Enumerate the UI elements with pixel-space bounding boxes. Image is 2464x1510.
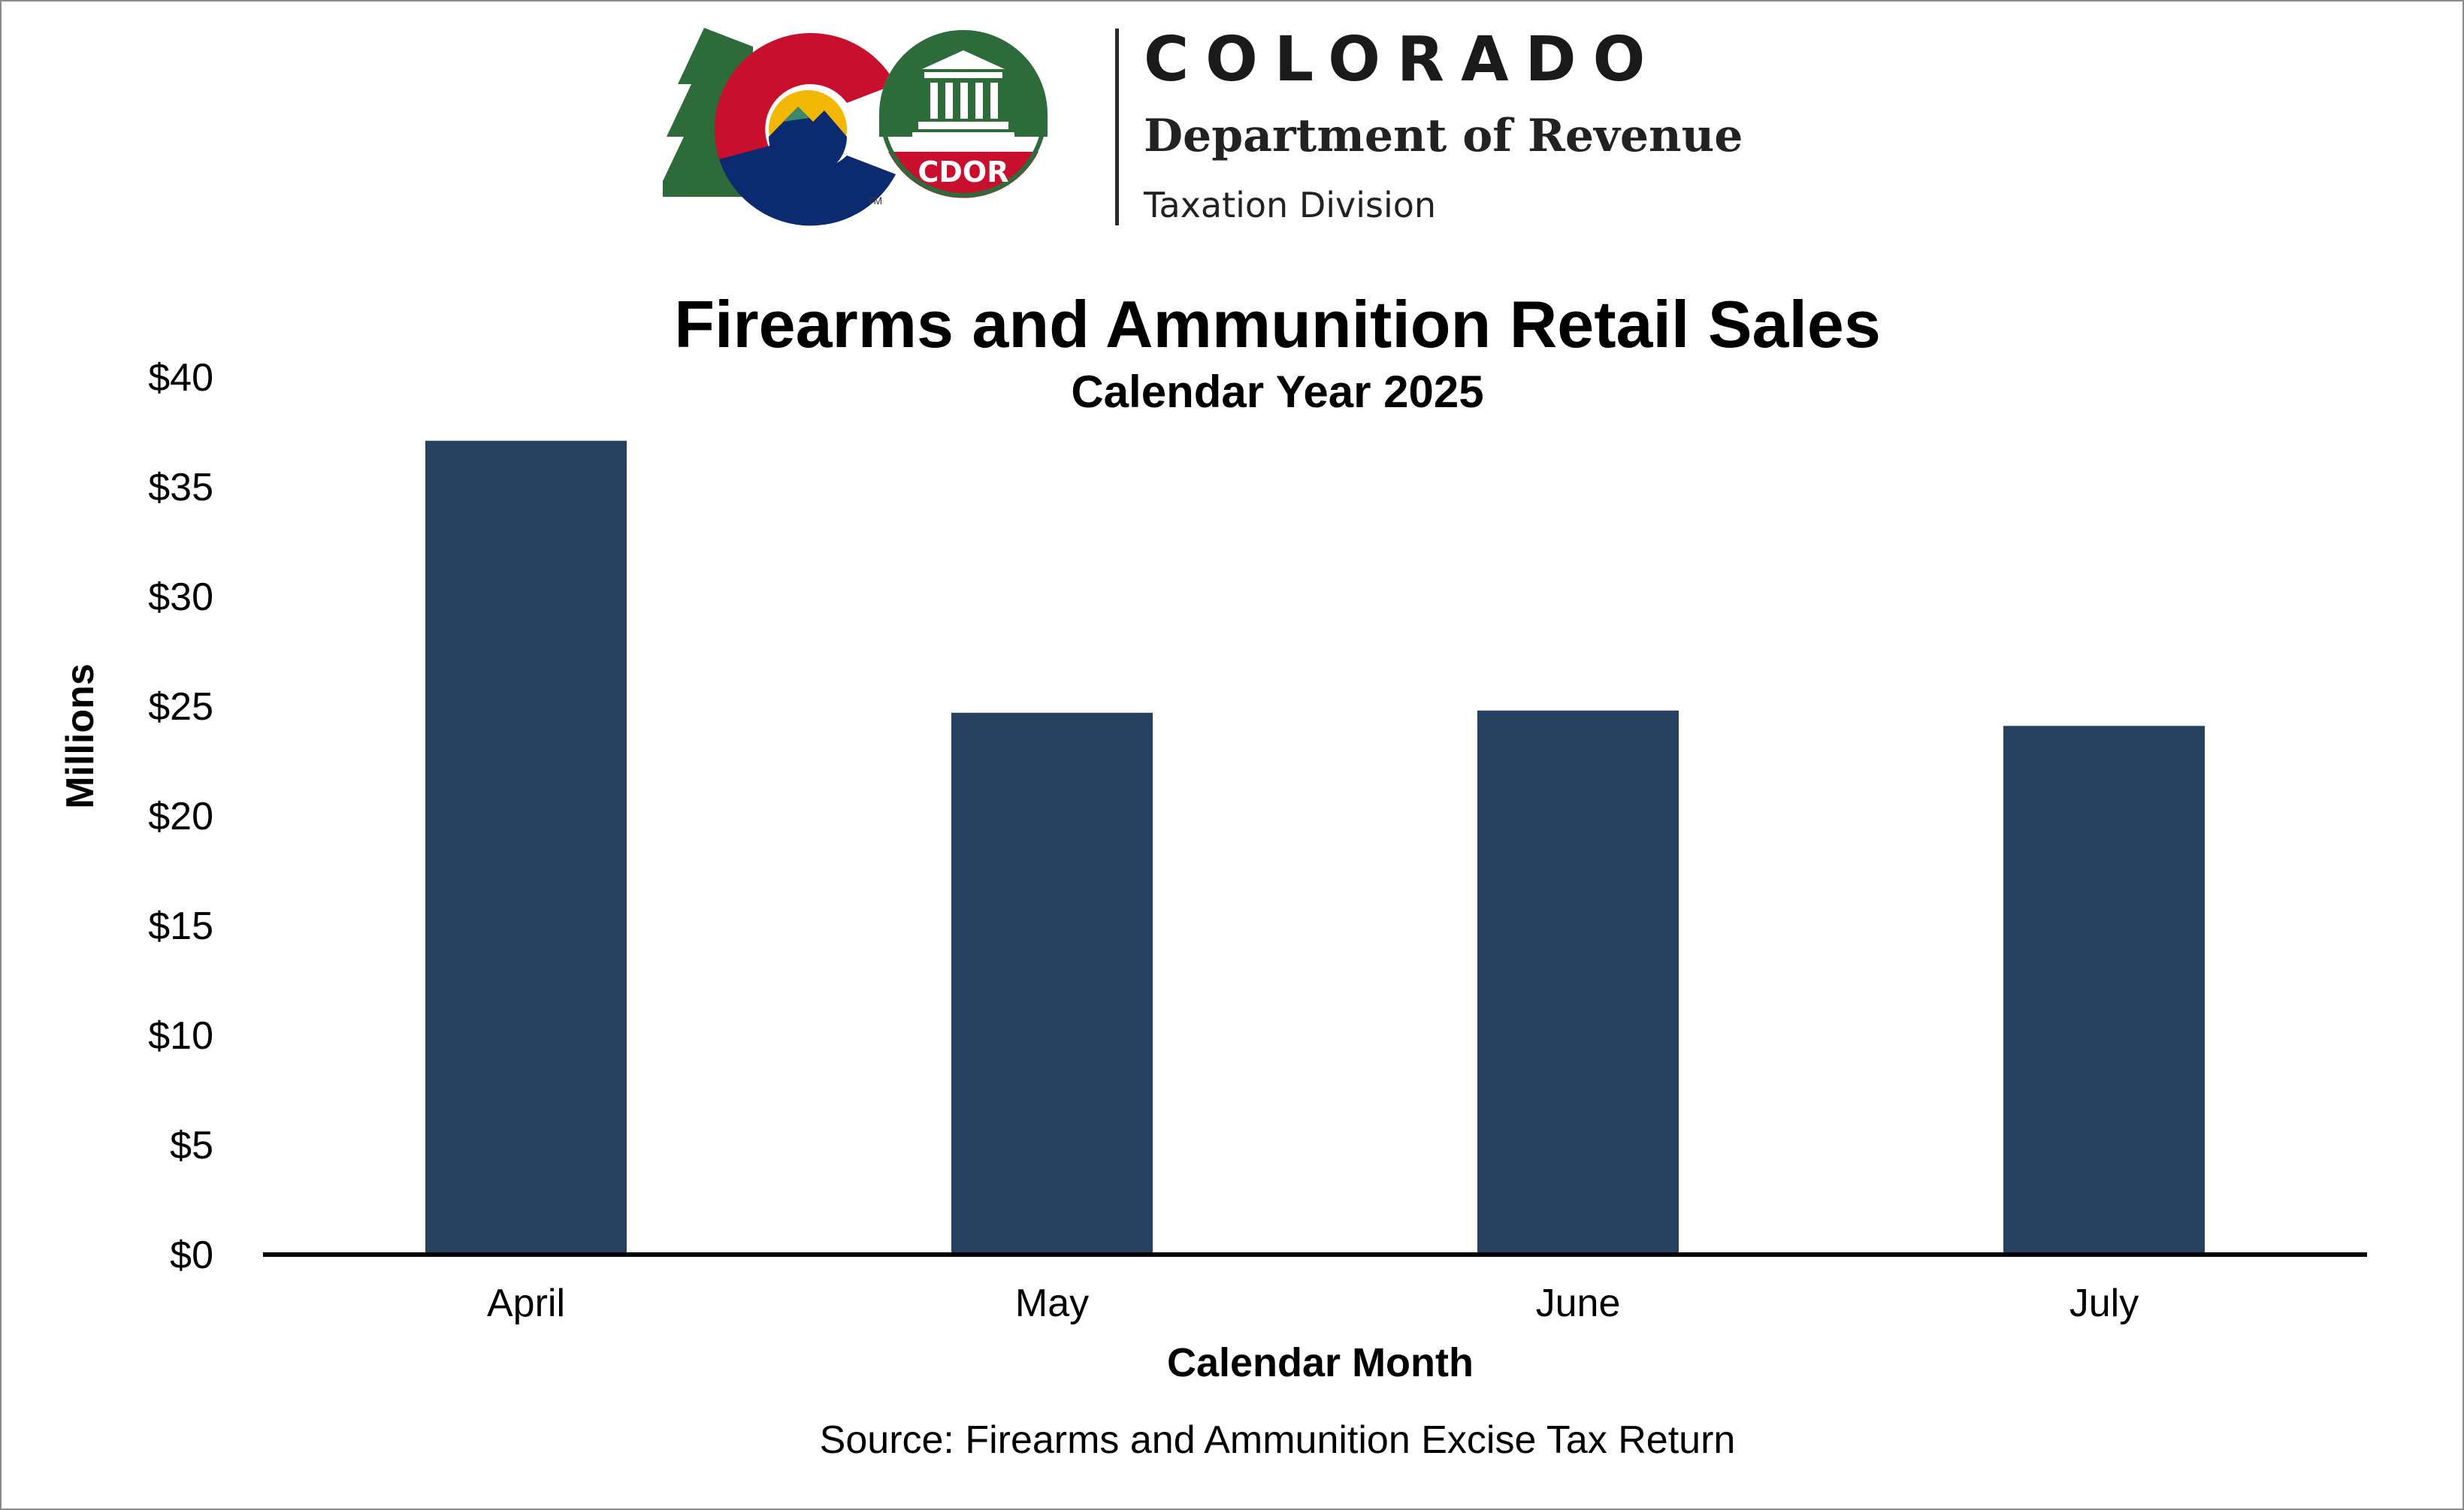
- y-axis-label: Millions: [59, 663, 102, 809]
- trademark-mark: TM: [867, 195, 882, 207]
- logo-state-name: COLORADO: [1144, 24, 1662, 95]
- cdor-badge-text: CDOR: [918, 156, 1009, 189]
- bar-june: [1477, 710, 1679, 1255]
- mountain-icon: [769, 107, 847, 176]
- x-tick-label: July: [2069, 1282, 2139, 1325]
- cdor-logo: TM CDOR COLORADO Department of Revenue T…: [655, 24, 1743, 234]
- x-tick-label: June: [1536, 1282, 1621, 1325]
- y-tick-label: $35: [148, 466, 213, 509]
- logo-department: Department of Revenue: [1144, 110, 1743, 162]
- bar-july: [2003, 726, 2205, 1255]
- chart-subtitle: Calendar Year 2025: [1071, 367, 1483, 417]
- bar-april: [425, 440, 627, 1255]
- y-tick-label: $25: [148, 685, 213, 729]
- bar-may: [951, 712, 1153, 1255]
- y-tick-label: $10: [148, 1014, 213, 1058]
- y-tick-label: $0: [170, 1234, 213, 1277]
- y-tick-label: $5: [170, 1124, 213, 1167]
- x-tick-label: April: [487, 1282, 565, 1325]
- y-tick-label: $40: [148, 356, 213, 400]
- y-tick-label: $20: [148, 795, 213, 838]
- y-tick-label: $15: [148, 904, 213, 948]
- x-axis-label: Calendar Month: [1167, 1340, 1474, 1385]
- chart-title: Firearms and Ammunition Retail Sales: [674, 287, 1881, 361]
- logo-division: Taxation Division: [1144, 185, 1437, 225]
- y-tick-label: $30: [148, 575, 213, 619]
- colorado-seal-icon: TM CDOR: [655, 28, 1048, 226]
- capitol-icon: [922, 50, 1005, 69]
- source-note: Source: Firearms and Ammunition Excise T…: [820, 1418, 1736, 1462]
- x-tick-label: May: [1015, 1282, 1089, 1325]
- logo-divider: [1115, 29, 1119, 225]
